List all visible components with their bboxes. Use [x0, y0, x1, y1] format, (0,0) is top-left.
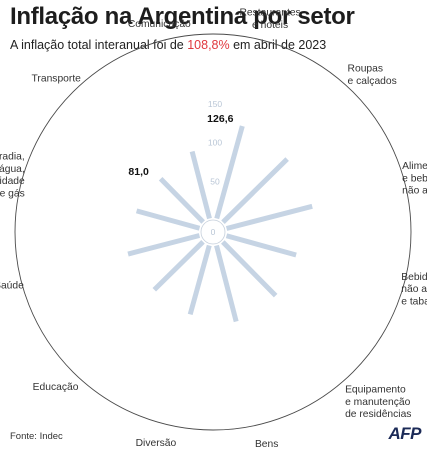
category-label-10: Transporte — [32, 73, 82, 84]
category-label-line: Equipamento — [345, 385, 406, 396]
category-label-line: água, — [0, 164, 25, 175]
category-label-line: Diversão — [136, 438, 177, 449]
category-label-line: não alcoólicas — [402, 186, 427, 197]
bar-1 — [221, 157, 289, 224]
chart-subtitle: A inflação total interanual foi de 108,8… — [10, 38, 326, 52]
bar-0 — [214, 125, 245, 220]
chart-title: Inflação na Argentina por setor — [10, 3, 355, 30]
category-label-line: e manutenção — [345, 397, 411, 408]
radial-tick-label: 100 — [208, 138, 222, 148]
source-note: Fonte: Indec — [10, 431, 63, 442]
category-label-9: Moradia, água,eletricidadee gás — [0, 151, 25, 199]
category-label-11: Comunicação — [128, 19, 191, 30]
category-label-0: Restaurantes e hotéis — [239, 7, 300, 30]
category-label-5: Bense serviços — [244, 439, 290, 450]
category-label-line: Moradia, — [0, 151, 25, 162]
category-label-line: Restaurantes — [239, 7, 300, 18]
category-label-line: não alcoólicas — [401, 284, 427, 295]
bar-11 — [189, 150, 212, 220]
category-label-line: e bebidas — [402, 173, 427, 184]
category-label-1: Roupas e calçados — [348, 64, 397, 87]
category-label-8: Saúde — [0, 281, 24, 292]
category-label-3: Bebidasnão alcoólicase tabaco — [401, 272, 427, 308]
category-label-line: Educação — [33, 382, 79, 393]
bar-3 — [225, 233, 297, 258]
category-label-line: eletricidade — [0, 176, 25, 187]
bar-2 — [225, 203, 313, 231]
subtitle-highlight-value: 108,8% — [187, 38, 230, 52]
category-label-line: Bebidas — [401, 272, 427, 283]
category-label-4: Equipamento e manutenção de residências — [345, 385, 411, 421]
bar-4 — [221, 240, 278, 298]
value-label: 126,6 — [207, 113, 233, 125]
category-label-line: e calçados — [348, 76, 397, 87]
value-label: 81,0 — [128, 166, 149, 178]
bar-5 — [214, 244, 239, 323]
category-label-7: Educação — [33, 382, 79, 393]
outer-ring — [14, 33, 412, 431]
bar-8 — [127, 233, 201, 257]
category-label-6: Diversãoe cultura — [136, 438, 177, 450]
bar-9 — [135, 208, 201, 231]
afp-logo: AFP — [388, 424, 422, 443]
category-label-line: Alimentos — [402, 161, 427, 172]
bar-7 — [152, 240, 205, 292]
category-label-line: Transporte — [32, 73, 82, 84]
subtitle-text-after: em abril de 2023 — [229, 38, 327, 52]
radial-tick-label: 150 — [208, 99, 222, 109]
category-label-2: Alimentose bebidas não alcoólicas — [402, 161, 427, 197]
zero-ring — [200, 219, 226, 245]
category-label-line: e hotéis — [252, 20, 288, 31]
radial-tick-label: 0 — [211, 227, 216, 237]
bar-10 — [158, 177, 205, 224]
category-label-line: Comunicação — [128, 19, 191, 30]
category-label-line: Saúde — [0, 281, 24, 292]
category-label-line: Roupas — [348, 64, 384, 75]
category-label-line: e tabaco — [401, 296, 427, 307]
bar-6 — [187, 244, 212, 316]
category-label-line: Bens — [255, 439, 278, 450]
subtitle-text-before: A inflação total interanual foi de — [10, 38, 188, 52]
radial-tick-label: 50 — [210, 176, 220, 186]
category-label-line: e gás — [0, 188, 25, 199]
category-label-line: de residências — [345, 409, 411, 420]
